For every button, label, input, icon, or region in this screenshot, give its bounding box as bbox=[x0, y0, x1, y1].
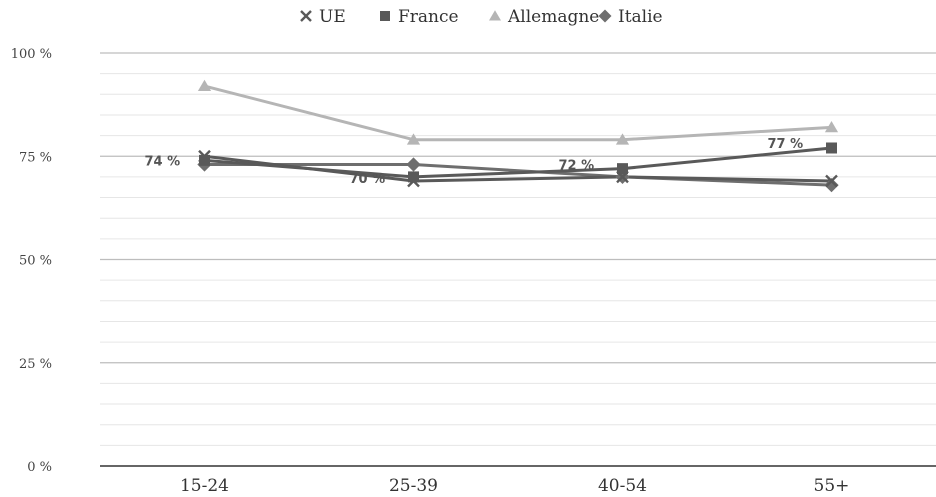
series-line-france bbox=[204, 146, 832, 179]
legend-marker-square bbox=[380, 11, 390, 21]
gridlines bbox=[100, 52, 936, 467]
legend-label: Allemagne bbox=[507, 7, 599, 27]
y-tick-label: 75 % bbox=[19, 150, 52, 165]
series-markers bbox=[197, 79, 839, 193]
legend-item-allemagne: Allemagne bbox=[489, 7, 599, 27]
x-tick-label: 55+ bbox=[814, 476, 850, 496]
legend-marker-triangle bbox=[489, 10, 501, 21]
data-point-france bbox=[617, 163, 628, 175]
data-label: 77 % bbox=[768, 137, 804, 152]
data-label: 74 % bbox=[145, 154, 181, 169]
marker-stroke bbox=[300, 10, 312, 22]
legend-label: UE bbox=[319, 7, 346, 27]
x-tick-label: 25-39 bbox=[389, 476, 438, 496]
legend-item-france: France bbox=[380, 7, 459, 27]
series-lines bbox=[204, 84, 832, 187]
y-tick-label: 100 % bbox=[11, 47, 52, 62]
legend-label: Italie bbox=[618, 7, 663, 27]
legend-marker-diamond bbox=[598, 9, 612, 23]
y-tick-label: 0 % bbox=[27, 460, 52, 475]
legend-marker-x bbox=[300, 10, 312, 22]
x-tick-label: 15-24 bbox=[180, 476, 229, 496]
data-labels: 74 % 70 % 72 % 77 % bbox=[145, 137, 804, 187]
y-axis: 0 % 25 % 50 % 75 % 100 % bbox=[11, 47, 52, 475]
data-label: 72 % bbox=[559, 159, 595, 174]
data-point-italie bbox=[824, 178, 839, 193]
legend-label: France bbox=[398, 7, 459, 27]
y-tick-label: 25 % bbox=[19, 357, 52, 372]
data-point-allemagne bbox=[197, 79, 212, 91]
legend: UE France Allemagne Italie bbox=[300, 7, 663, 27]
marker-stroke bbox=[825, 174, 838, 188]
data-point-allemagne bbox=[824, 121, 839, 133]
series-line-allemagne bbox=[204, 84, 832, 142]
legend-item-italie: Italie bbox=[598, 7, 663, 27]
data-point-italie bbox=[406, 157, 421, 172]
data-point-allemagne bbox=[615, 133, 630, 145]
x-tick-label: 40-54 bbox=[598, 476, 647, 496]
data-point-ue bbox=[825, 174, 838, 188]
data-point-france bbox=[826, 142, 837, 154]
x-axis: 15-24 25-39 40-54 55+ bbox=[180, 476, 849, 496]
y-tick-label: 50 % bbox=[19, 254, 52, 269]
data-point-allemagne bbox=[406, 133, 421, 145]
series-line-italie bbox=[204, 163, 832, 187]
data-point-france bbox=[408, 171, 419, 183]
data-label: 70 % bbox=[350, 172, 386, 187]
legend-item-ue: UE bbox=[300, 7, 346, 27]
data-point-france bbox=[199, 154, 210, 166]
